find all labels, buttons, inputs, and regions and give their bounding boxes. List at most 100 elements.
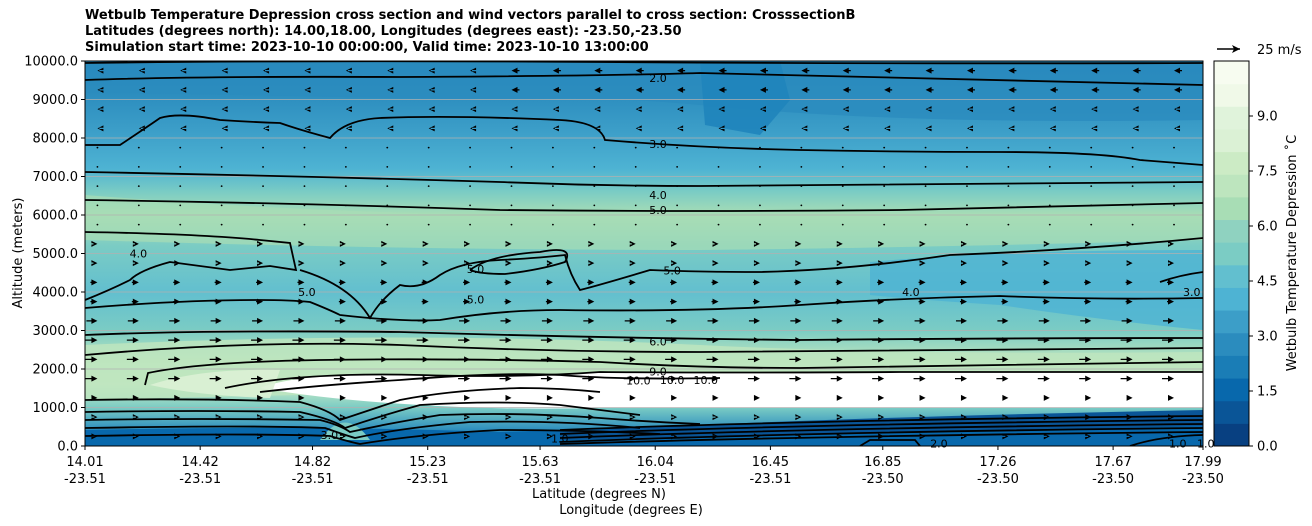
wind-vector — [712, 260, 719, 267]
wind-vector — [381, 260, 388, 267]
colorbar-band — [1214, 174, 1249, 198]
wind-vector — [137, 223, 140, 226]
x-tick-label-lat: 15.63 — [521, 455, 558, 470]
wind-vector — [677, 125, 684, 132]
wind-vector — [635, 67, 644, 74]
wind-vector — [338, 298, 346, 305]
wind-vector — [511, 125, 518, 132]
wind-vector — [1163, 317, 1175, 324]
wind-vector — [884, 67, 893, 74]
wind-vectors — [85, 67, 1183, 440]
wind-vector — [168, 337, 181, 344]
colorbar-frame — [1213, 60, 1250, 447]
wind-vector — [1173, 223, 1175, 226]
wind-vector — [256, 279, 264, 286]
wind-vector — [836, 260, 843, 267]
x-axis-label-lat: Latitude (degrees N) — [532, 487, 666, 502]
wind-vector — [179, 146, 182, 149]
y-tick-label: 3000.0 — [33, 324, 79, 339]
wind-vector — [257, 260, 264, 267]
wind-vector — [830, 337, 843, 344]
wind-vector — [671, 414, 678, 421]
contour-line — [85, 330, 1203, 341]
wind-vector — [422, 240, 429, 247]
wind-vector — [634, 165, 637, 168]
wind-vector — [469, 146, 471, 149]
wind-vector — [959, 279, 967, 286]
wind-vector — [587, 279, 595, 286]
wind-vector — [753, 433, 760, 440]
wind-vector — [1126, 260, 1133, 267]
wind-vector — [665, 375, 678, 382]
wind-vector — [966, 106, 973, 113]
wind-vector — [666, 317, 678, 324]
wind-vector — [712, 433, 719, 440]
wind-vector — [1121, 317, 1133, 324]
wind-vector — [966, 86, 975, 93]
wind-vector — [671, 433, 678, 440]
wind-vector — [718, 67, 727, 74]
wind-vector — [505, 433, 512, 440]
wind-vector — [594, 67, 603, 74]
wind-vector — [504, 298, 512, 305]
wind-vector — [131, 279, 139, 286]
wind-key-label: 25 m/s — [1257, 43, 1302, 58]
wind-vector — [85, 375, 98, 382]
wind-vector — [883, 185, 886, 188]
title-line-3: Simulation start time: 2023-10-10 00:00:… — [85, 40, 649, 55]
wind-vector — [540, 375, 553, 382]
wind-vector — [339, 433, 346, 440]
wind-vector — [137, 204, 140, 207]
wind-vector — [510, 165, 513, 168]
wind-vector — [510, 146, 513, 149]
wind-vector — [339, 260, 346, 267]
wind-vector — [1008, 106, 1015, 113]
wind-vector — [132, 414, 139, 421]
wind-vector — [132, 240, 139, 247]
wind-vector — [1120, 337, 1133, 344]
wind-vector — [427, 146, 430, 149]
wind-vector — [262, 185, 264, 188]
wind-vector — [552, 125, 559, 132]
colorbar-band — [1214, 264, 1249, 288]
wind-vector — [919, 433, 926, 440]
y-tick-label: 5000.0 — [33, 247, 79, 262]
wind-vector — [97, 106, 104, 113]
wind-vector — [1173, 185, 1175, 188]
contour-line — [85, 387, 601, 422]
wind-vector — [996, 356, 1009, 363]
wind-vector — [91, 240, 98, 247]
wind-vector — [588, 240, 595, 247]
wind-vector — [718, 106, 725, 113]
wind-vector — [594, 125, 601, 132]
wind-vector — [458, 375, 471, 382]
wind-vector — [629, 260, 636, 267]
wind-vector — [511, 67, 520, 74]
colorbar-tick-label: 0.0 — [1257, 440, 1278, 455]
wind-vector — [292, 356, 305, 363]
wind-vector — [711, 298, 719, 305]
wind-vector — [913, 356, 926, 363]
wind-vector — [214, 279, 222, 286]
wind-vector — [759, 67, 768, 74]
wind-vector — [759, 106, 766, 113]
wind-vector — [221, 125, 228, 132]
contour-line — [299, 237, 1203, 320]
wind-vector — [1043, 260, 1050, 267]
wind-vector — [339, 394, 346, 401]
colorbar-band — [1214, 128, 1249, 153]
wind-vector — [924, 146, 927, 149]
wind-vector — [594, 86, 603, 93]
wind-vector — [90, 279, 98, 286]
wind-vector — [671, 394, 678, 401]
wind-vector — [209, 375, 222, 382]
wind-vector — [1173, 146, 1175, 149]
wind-vector — [677, 106, 684, 113]
wind-vector — [1131, 146, 1134, 149]
wind-vector — [1007, 165, 1010, 168]
wind-vector — [676, 223, 679, 226]
wind-vector — [919, 260, 926, 267]
wind-vector — [510, 185, 513, 188]
wind-vector — [333, 356, 346, 363]
y-tick-label: 9000.0 — [33, 93, 79, 108]
